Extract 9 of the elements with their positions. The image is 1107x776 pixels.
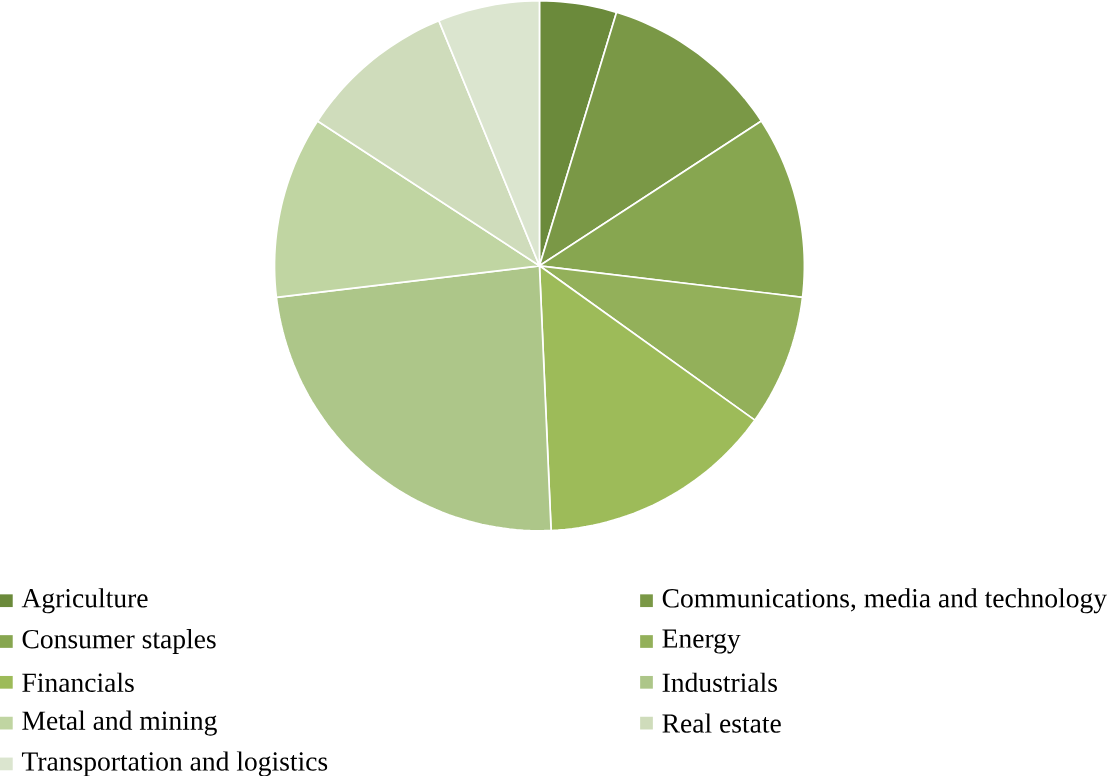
legend-label: Metal and mining <box>22 710 217 736</box>
legend-label: Communications, media and technology <box>662 587 1107 614</box>
legend-label: Financials <box>22 672 134 692</box>
legend-label: Transportation and logistics <box>21 751 328 776</box>
legend-label: Consumer staples <box>22 628 216 654</box>
legend-label: Agriculture <box>21 587 148 614</box>
legend-label: Real estate <box>662 713 781 733</box>
legend-label: Energy <box>662 629 741 654</box>
legend-label: Industrials <box>662 672 777 692</box>
